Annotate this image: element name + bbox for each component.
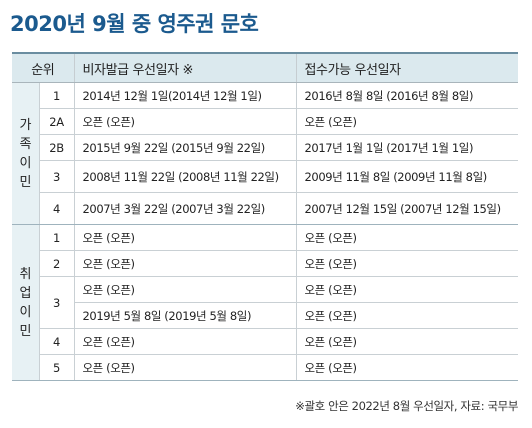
filing-date-cell: 오픈 (오픈) xyxy=(296,328,518,355)
table-row: 2019년 5월 8일 (2019년 5월 8일) 오픈 (오픈) xyxy=(12,302,518,329)
table-row: 4 2007년 3월 22일 (2007년 3월 22일) 2007년 12월 … xyxy=(12,192,518,225)
rank-cell: 2A xyxy=(39,108,75,135)
filing-date-cell: 오픈 (오픈) xyxy=(296,250,518,277)
filing-date-cell: 오픈 (오픈) xyxy=(296,354,518,381)
filing-date-cell: 2007년 12월 15일 (2007년 12월 15일) xyxy=(296,192,518,225)
table-row: 3 오픈 (오픈) 오픈 (오픈) xyxy=(12,276,518,329)
visa-date-cell: 2008년 11월 22일 (2008년 11월 22일) xyxy=(74,160,297,193)
filing-date-cell: 오픈 (오픈) xyxy=(296,276,518,303)
rank-cell: 3 xyxy=(39,160,75,193)
table-row: 2B 2015년 9월 22일 (2015년 9월 22일) 2017년 1월 … xyxy=(12,134,518,161)
visa-date-cell: 오픈 (오픈) xyxy=(74,224,297,251)
table-row: 가 족 이 민 1 2014년 12월 1일(2014년 12월 1일) 201… xyxy=(12,82,518,225)
filing-date-cell: 오픈 (오픈) xyxy=(296,108,518,135)
visa-date-cell: 2014년 12월 1일(2014년 12월 1일) xyxy=(74,82,297,109)
rank-cell: 2 xyxy=(39,250,75,277)
rank-cell: 4 xyxy=(39,328,75,355)
family-group-label: 가 족 이 민 xyxy=(12,82,40,225)
table-row: 2 오픈 (오픈) 오픈 (오픈) xyxy=(12,250,518,277)
rank-cell: 3 xyxy=(39,276,75,329)
rank-cell: 2B xyxy=(39,134,75,161)
filing-date-cell: 오픈 (오픈) xyxy=(296,302,518,329)
filing-date-cell: 오픈 (오픈) xyxy=(296,224,518,251)
footnote: ※괄호 안은 2022년 8월 우선일자, 자료: 국무부 xyxy=(295,399,518,413)
table-row: 4 오픈 (오픈) 오픈 (오픈) xyxy=(12,328,518,355)
page-title: 2020년 9월 중 영주권 문호 xyxy=(10,12,259,36)
table-row: 취 업 이 민 1 오픈 (오픈) 오픈 (오픈) xyxy=(12,224,518,381)
visa-date-cell: 2007년 3월 22일 (2007년 3월 22일) xyxy=(74,192,297,225)
visa-date-cell: 2015년 9월 22일 (2015년 9월 22일) xyxy=(74,134,297,161)
visa-bulletin-table: 순위 비자발급 우선일자 ※ 접수가능 우선일자 가 족 이 민 1 2014년… xyxy=(12,52,518,381)
filing-date-cell: 2016년 8월 8일 (2016년 8월 8일) xyxy=(296,82,518,109)
visa-date-cell: 오픈 (오픈) xyxy=(74,328,297,355)
rank-cell: 5 xyxy=(39,354,75,381)
filing-date-cell: 2009년 11월 8일 (2009년 11월 8일) xyxy=(296,160,518,193)
header-visa-date: 비자발급 우선일자 ※ xyxy=(74,52,297,83)
header-row: 순위 비자발급 우선일자 ※ 접수가능 우선일자 xyxy=(12,52,518,83)
rank-cell: 4 xyxy=(39,192,75,225)
header-filing-date: 접수가능 우선일자 xyxy=(296,52,518,83)
header-rank: 순위 xyxy=(12,52,75,83)
employment-group-label: 취 업 이 민 xyxy=(12,224,40,381)
filing-date-cell: 2017년 1월 1일 (2017년 1월 1일) xyxy=(296,134,518,161)
table-row: 3 2008년 11월 22일 (2008년 11월 22일) 2009년 11… xyxy=(12,160,518,193)
visa-date-cell: 오픈 (오픈) xyxy=(74,108,297,135)
table-row: 2A 오픈 (오픈) 오픈 (오픈) xyxy=(12,108,518,135)
table-row: 5 오픈 (오픈) 오픈 (오픈) xyxy=(12,354,518,381)
rank-cell: 1 xyxy=(39,82,75,109)
visa-date-cell: 오픈 (오픈) xyxy=(74,250,297,277)
visa-date-cell: 오픈 (오픈) xyxy=(74,276,297,303)
visa-date-cell: 오픈 (오픈) xyxy=(74,354,297,381)
visa-date-cell: 2019년 5월 8일 (2019년 5월 8일) xyxy=(74,302,297,329)
rank-cell: 1 xyxy=(39,224,75,251)
